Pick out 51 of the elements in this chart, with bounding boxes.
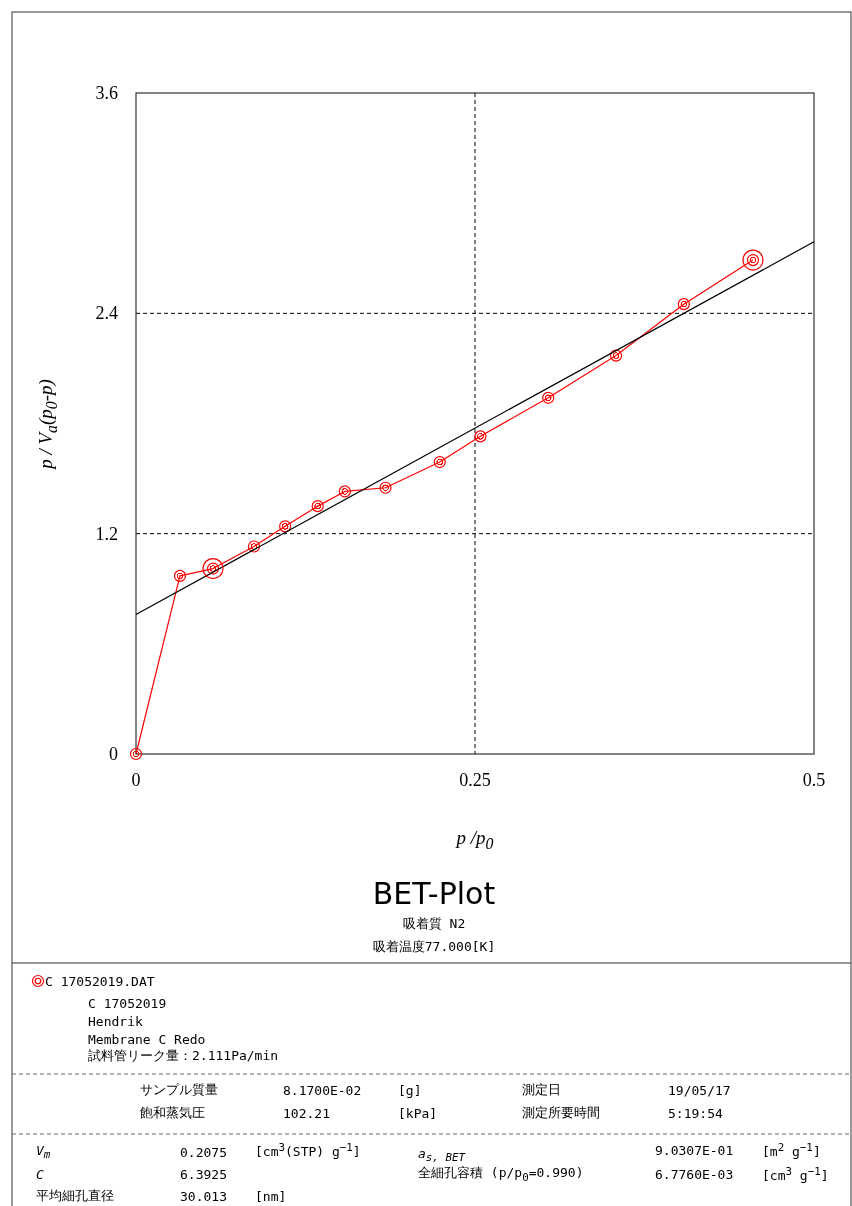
y-tick-label: 1.2 (95, 523, 118, 545)
text: サンプル質量 (140, 1081, 218, 1099)
point (129, 747, 143, 761)
text: a$_{s, BET}$ (418, 1145, 465, 1165)
text: 全細孔容積 (p/p$_{0}$=0.990) (418, 1164, 584, 1184)
text: V$_{m}$ (36, 1142, 51, 1162)
text: [g] (398, 1082, 422, 1098)
text: Membrane C Redo (88, 1031, 206, 1047)
point (474, 430, 487, 443)
text: 5:19:54 (668, 1105, 723, 1121)
text: 0.2075 (180, 1144, 227, 1160)
point (173, 569, 187, 582)
point (311, 500, 324, 513)
y-tick-label: 0 (109, 743, 118, 765)
point (542, 391, 555, 404)
point (433, 455, 446, 469)
text: C 17052019 (88, 995, 167, 1011)
x-tick-label: 0 (131, 769, 141, 791)
text: [kPa] (398, 1105, 438, 1121)
text: BET-Plot (372, 875, 496, 911)
point (338, 485, 351, 498)
text: [cm$^{3}$(STP) g$^{−1}$] (255, 1140, 361, 1160)
point (677, 298, 690, 311)
text: 吸着質 N2 (402, 915, 466, 933)
text: 平均細孔直径 (36, 1187, 114, 1205)
text: 30.013 (180, 1188, 227, 1204)
x-tick-label: 0.25 (459, 769, 491, 791)
text: C (36, 1166, 44, 1182)
text: [m$^{2}$ g$^{−1}$] (762, 1140, 821, 1160)
text: 6.3925 (180, 1166, 227, 1182)
text: 飽和蒸気圧 (140, 1104, 205, 1122)
point (379, 481, 392, 494)
text: 測定日 (522, 1081, 561, 1099)
text: [nm] (255, 1188, 287, 1204)
text: 9.0307E-01 (655, 1142, 734, 1158)
text: 6.7760E-03 (655, 1166, 734, 1182)
text: 吸着温度77.000[K] (372, 938, 496, 956)
point (609, 349, 623, 362)
y-tick-label: 3.6 (95, 82, 118, 104)
text: 試料管リーク量：2.111Pa/min (88, 1047, 279, 1065)
text: [cm$^{3}$ g$^{−1}$] (762, 1164, 829, 1184)
x-axis-title: p /p$_{0}$ (456, 827, 494, 853)
text: 102.21 (283, 1105, 330, 1121)
legend-label: C 17052019.DAT (45, 973, 155, 989)
point (279, 520, 292, 533)
text: Hendrik (88, 1013, 143, 1029)
x-tick-label: 0.5 (802, 769, 826, 791)
text: 測定所要時間 (522, 1104, 600, 1122)
text: 8.1700E-02 (283, 1082, 362, 1098)
y-tick-label: 2.4 (95, 302, 118, 324)
text: 19/05/17 (668, 1082, 731, 1098)
